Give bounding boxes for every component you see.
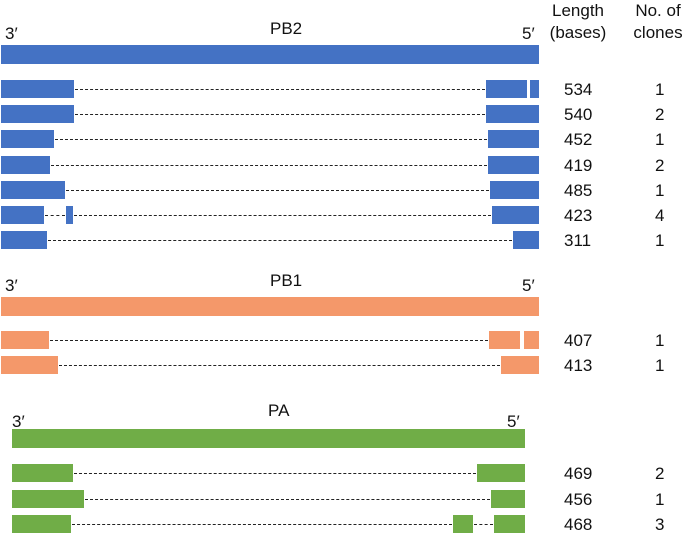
pb2-deletion-gap <box>75 114 485 115</box>
pb2-segment-length: 540 <box>564 105 593 124</box>
pb2-5prime-label: 5′ <box>522 24 535 43</box>
pb2-retained-segment <box>488 156 539 174</box>
pb2-retained-segment <box>486 80 527 98</box>
pa-retained-segment <box>12 464 73 482</box>
pb2-deletion-gap <box>48 240 512 241</box>
pb2-segment-length: 311 <box>564 231 592 250</box>
pa-deletion-gap <box>74 473 476 474</box>
pb1-retained-segment <box>524 331 539 349</box>
pb1-deletion-gap <box>50 340 488 341</box>
pb2-deletion-gap <box>55 139 487 140</box>
pb2-clone-count: 4 <box>655 206 665 225</box>
pb2-segment-length: 419 <box>564 156 593 175</box>
pa-full-length-bar <box>12 429 525 448</box>
pb2-retained-segment <box>1 156 50 174</box>
pa-deletion-gap <box>85 499 490 500</box>
pb2-segment-length: 452 <box>564 130 593 149</box>
pb2-deletion-gap <box>51 165 487 166</box>
pb2-deletion-gap <box>45 215 65 216</box>
pb1-retained-segment <box>1 356 58 374</box>
pb2-retained-segment <box>513 231 539 249</box>
pb2-retained-segment <box>488 130 539 148</box>
pb2-retained-segment <box>1 231 47 249</box>
pb2-retained-segment <box>1 105 74 123</box>
pa-clone-count: 1 <box>655 490 665 509</box>
pa-segment-length: 456 <box>564 490 593 509</box>
pb1-segment-length: 413 <box>564 356 593 375</box>
pb2-retained-segment <box>490 181 539 199</box>
pb2-full-length-bar <box>1 45 539 64</box>
pa-retained-segment <box>477 464 525 482</box>
pb2-retained-segment <box>1 80 74 98</box>
pb2-clone-count: 2 <box>655 156 665 175</box>
pb2-retained-segment <box>486 105 539 123</box>
pb2-retained-segment <box>492 206 539 224</box>
pb1-5prime-label: 5′ <box>522 276 535 295</box>
pb2-segment-length: 534 <box>564 80 593 99</box>
pb2-clone-count: 1 <box>655 181 665 200</box>
pb2-deletion-gap <box>66 190 489 191</box>
pb2-retained-segment <box>1 130 54 148</box>
pb2-3prime-label: 3′ <box>5 24 18 43</box>
pb2-deletion-gap <box>74 215 491 216</box>
pa-retained-segment <box>494 515 525 533</box>
pb2-retained-segment <box>1 181 65 199</box>
pb2-clone-count: 2 <box>655 105 665 124</box>
pb2-retained-segment <box>1 206 44 224</box>
pb2-segment-length: 485 <box>564 181 593 200</box>
pa-segment-length: 469 <box>564 464 593 483</box>
pa-5prime-label: 5′ <box>507 412 520 431</box>
pb1-clone-count: 1 <box>655 356 665 375</box>
pb1-gene-label: PB1 <box>270 271 303 290</box>
pa-retained-segment <box>453 515 473 533</box>
pb1-full-length-bar <box>1 297 539 316</box>
pb2-clone-count: 1 <box>655 231 665 250</box>
pa-3prime-label: 3′ <box>12 412 25 431</box>
pb1-3prime-label: 3′ <box>5 276 18 295</box>
pb2-retained-segment <box>66 206 73 224</box>
pb2-segment-length: 423 <box>564 206 593 225</box>
pa-retained-segment <box>12 515 71 533</box>
pb1-retained-segment <box>489 331 520 349</box>
pb2-clone-count: 1 <box>655 130 665 149</box>
pb2-clone-count: 1 <box>655 80 665 99</box>
pa-retained-segment <box>12 490 84 508</box>
pb1-clone-count: 1 <box>655 331 665 350</box>
pa-retained-segment <box>491 490 525 508</box>
pb2-retained-segment <box>530 80 539 98</box>
clones-column-header: No. of clones <box>633 1 683 42</box>
pa-clone-count: 2 <box>655 464 665 483</box>
pb2-gene-label: PB2 <box>270 19 303 38</box>
pa-gene-label: PA <box>268 401 290 420</box>
length-column-header: Length (bases) <box>549 1 607 42</box>
pb1-deletion-gap <box>59 365 500 366</box>
pb1-retained-segment <box>1 331 49 349</box>
pb1-segment-length: 407 <box>564 331 593 350</box>
pb2-deletion-gap <box>75 89 485 90</box>
pb1-retained-segment <box>501 356 539 374</box>
